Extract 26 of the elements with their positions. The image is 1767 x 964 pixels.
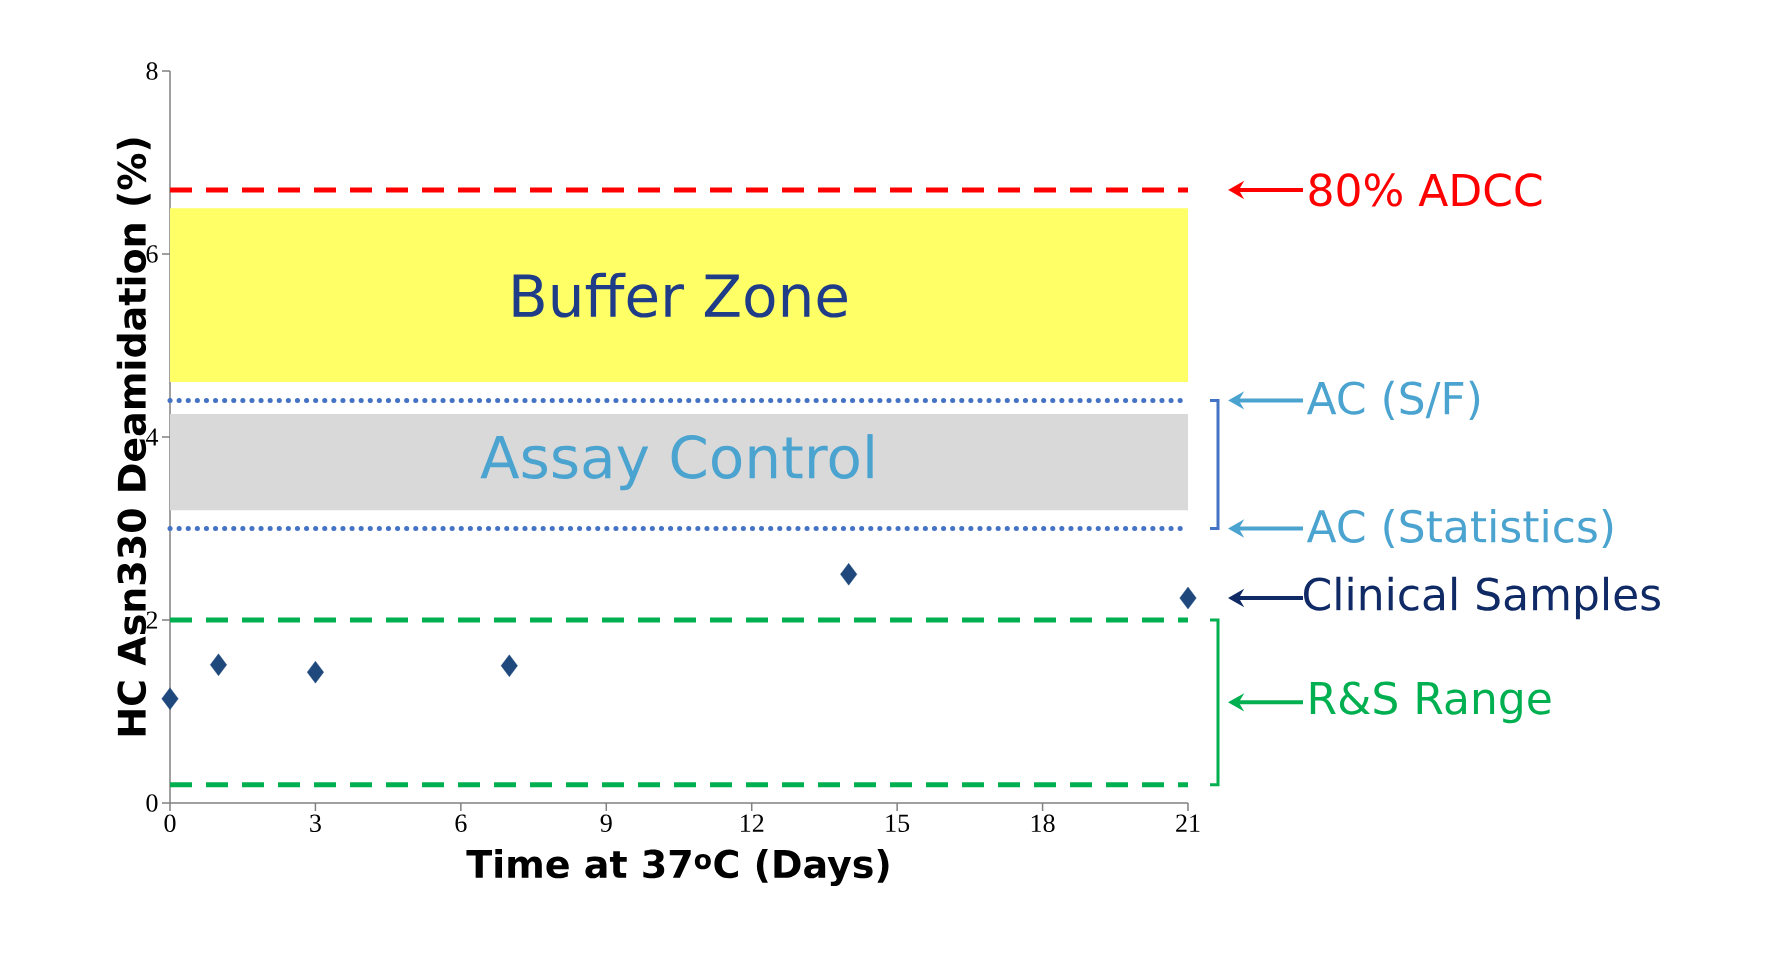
point bbox=[210, 653, 227, 677]
band-label: Buffer Zone bbox=[513, 272, 847, 318]
point bbox=[1179, 586, 1197, 610]
x-tick-label: 21 bbox=[1176, 814, 1200, 832]
ref-line-label: AC (S/F) bbox=[1306, 380, 1480, 420]
x-axis-title: Time at 37$^{o}$C (Days) bbox=[466, 848, 889, 887]
x-tick-label: 15 bbox=[886, 814, 910, 832]
point bbox=[500, 654, 518, 677]
x-tick-label: 3 bbox=[310, 814, 321, 832]
x-tick-label: 6 bbox=[455, 814, 467, 832]
y-tick-label: 8 bbox=[146, 62, 158, 80]
x-tick-label: 12 bbox=[741, 814, 764, 832]
x-tick-label: 9 bbox=[600, 814, 612, 832]
annotation: Clinical Samples bbox=[1304, 576, 1660, 620]
ref-line-label: AC (Statistics) bbox=[1306, 508, 1613, 549]
band-label: Assay Control bbox=[480, 434, 873, 491]
x-tick-label: 0 bbox=[164, 814, 176, 833]
point bbox=[840, 563, 858, 586]
point bbox=[306, 660, 324, 684]
point bbox=[161, 687, 179, 710]
y-tick-label: 0 bbox=[146, 794, 158, 812]
text: R&S Range bbox=[1310, 681, 1551, 724]
y-tick-label: 4 bbox=[145, 428, 159, 446]
y-tick-label: 6 bbox=[146, 245, 158, 263]
ref-line-label: 80% ADCC bbox=[1309, 173, 1542, 207]
x-tick-label: 18 bbox=[1031, 814, 1055, 833]
